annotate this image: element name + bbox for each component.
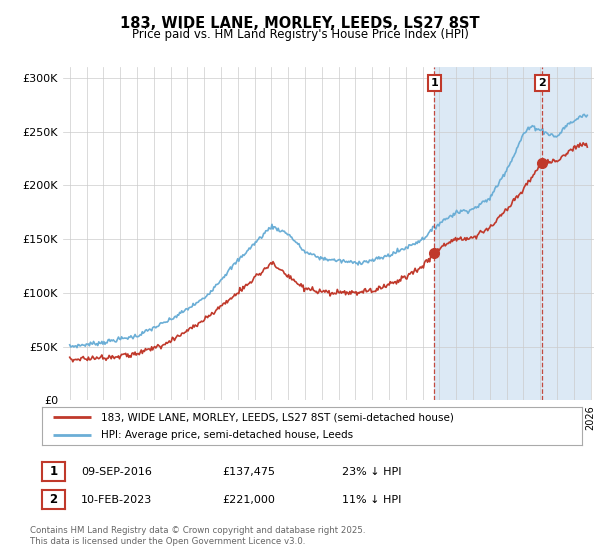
Text: 1: 1 (49, 465, 58, 478)
Text: 23% ↓ HPI: 23% ↓ HPI (342, 466, 401, 477)
Text: 1: 1 (430, 78, 438, 88)
Text: 183, WIDE LANE, MORLEY, LEEDS, LS27 8ST (semi-detached house): 183, WIDE LANE, MORLEY, LEEDS, LS27 8ST … (101, 412, 454, 422)
Text: 2: 2 (538, 78, 546, 88)
Bar (434, 67, 590, 400)
Text: £137,475: £137,475 (222, 466, 275, 477)
Text: Contains HM Land Registry data © Crown copyright and database right 2025.
This d: Contains HM Land Registry data © Crown c… (30, 526, 365, 546)
Text: Price paid vs. HM Land Registry's House Price Index (HPI): Price paid vs. HM Land Registry's House … (131, 28, 469, 41)
Text: 10-FEB-2023: 10-FEB-2023 (81, 494, 152, 505)
Text: £221,000: £221,000 (222, 494, 275, 505)
Text: HPI: Average price, semi-detached house, Leeds: HPI: Average price, semi-detached house,… (101, 430, 353, 440)
Text: 11% ↓ HPI: 11% ↓ HPI (342, 494, 401, 505)
Text: 09-SEP-2016: 09-SEP-2016 (81, 466, 152, 477)
Text: 183, WIDE LANE, MORLEY, LEEDS, LS27 8ST: 183, WIDE LANE, MORLEY, LEEDS, LS27 8ST (120, 16, 480, 31)
Text: 2: 2 (49, 493, 58, 506)
